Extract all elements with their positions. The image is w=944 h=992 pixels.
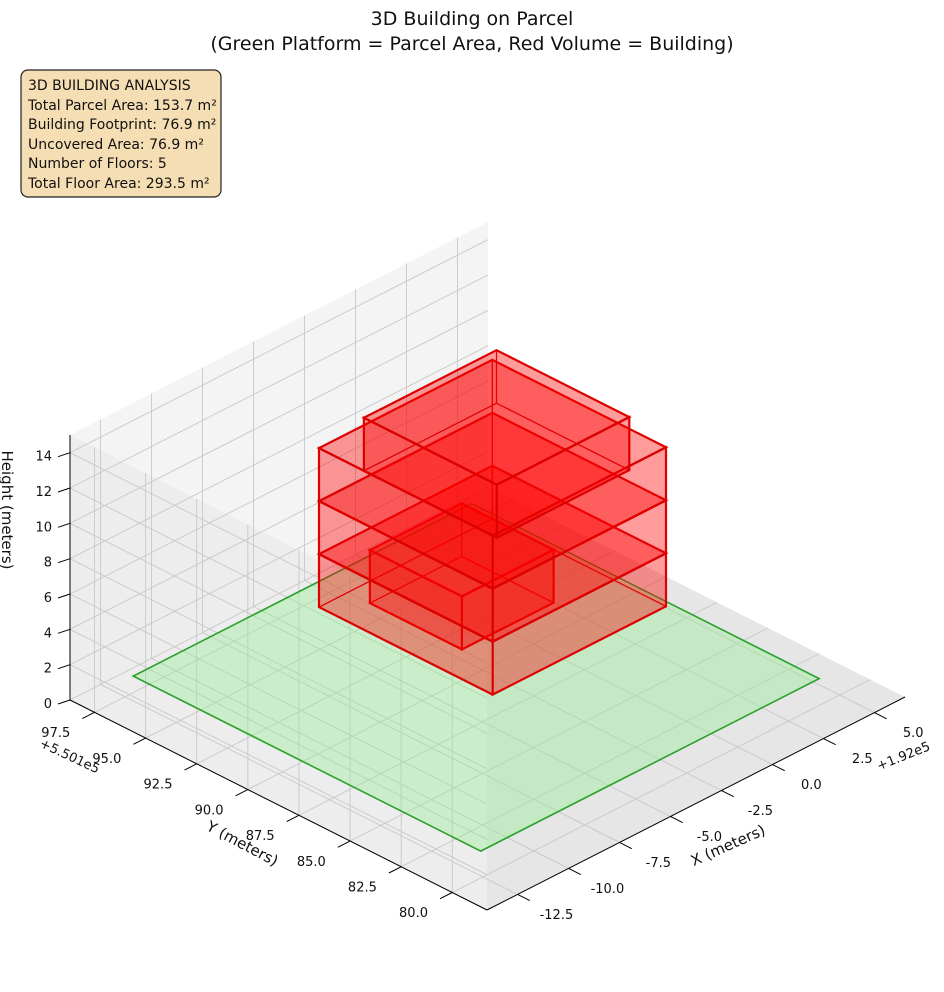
- info-parcel-area: Total Parcel Area: 153.7 m²: [27, 98, 217, 114]
- x-axis-label: X (meters): [688, 821, 768, 870]
- y-tick-mark: [82, 711, 95, 720]
- x-tick-mark: [772, 764, 785, 772]
- building-volume: [316, 348, 669, 697]
- grid-line-z-wall-y: [69, 628, 488, 840]
- floor-3: [316, 411, 669, 644]
- info-total-floor-area: Total Floor Area: 293.5 m²: [27, 176, 210, 192]
- floor-5: [361, 348, 632, 540]
- y-tick-label: 97.5: [41, 726, 70, 741]
- x-axis-line: [486, 696, 906, 911]
- y-tick-label: 87.5: [246, 829, 275, 844]
- floor-outline: [362, 415, 631, 540]
- y-tick-label: 85.0: [297, 855, 326, 870]
- x-tick-label: 2.5: [852, 752, 873, 767]
- grid-line-z-wall-x: [69, 239, 489, 454]
- z-tick-mark: [57, 628, 71, 634]
- x-offset-label: +1.92e5: [875, 739, 933, 774]
- y-tick-mark: [388, 866, 402, 874]
- y-tick-label: 90.0: [195, 803, 224, 818]
- x-tick-label: -7.5: [646, 856, 671, 871]
- x-tick-mark: [721, 790, 734, 798]
- z-tick-label: 14: [35, 450, 52, 465]
- x-tick-label: -5.0: [697, 830, 722, 845]
- y-tick-mark: [184, 763, 197, 771]
- y-tick-label: 80.0: [399, 906, 428, 921]
- grid-line-z-wall-y: [69, 593, 488, 805]
- x-tick-label: -12.5: [540, 908, 574, 923]
- grid-line-x-floor: [100, 684, 518, 895]
- y-tick-mark: [439, 892, 453, 900]
- z-tick-label: 10: [35, 520, 52, 535]
- grid-line-x-floor: [304, 580, 722, 791]
- grid-line-x-floor: [202, 632, 620, 843]
- grid-line-y-floor: [452, 679, 871, 893]
- z-axis-label: Height (meters): [0, 451, 16, 570]
- x-tick-label: 5.0: [903, 726, 924, 741]
- info-uncovered-area: Uncovered Area: 76.9 m²: [28, 137, 204, 153]
- x-tick-mark: [619, 842, 633, 850]
- z-tick-label: 4: [44, 626, 52, 641]
- z-tick-mark: [57, 452, 71, 458]
- x-tick-mark: [568, 867, 582, 876]
- z-tick-label: 12: [35, 485, 52, 500]
- z-tick-mark: [57, 699, 71, 705]
- z-tick-mark: [57, 664, 71, 670]
- chart-title: 3D Building on Parcel: [371, 8, 574, 30]
- grid-line-z-wall-y: [69, 558, 488, 770]
- grid-line-z-wall-y: [69, 664, 488, 876]
- y-tick-label: 82.5: [348, 881, 377, 896]
- floor-4: [316, 358, 669, 591]
- floor-outline: [317, 498, 668, 644]
- grid-line-z-wall-y: [69, 522, 488, 734]
- floor-outline: [317, 445, 668, 591]
- axes: -12.5 -10.0 -7.5 -5.0 -2.5 0.0 2.5 5.0 80.0 82.5 8…: [35, 435, 924, 923]
- grid-line-x-floor: [355, 554, 773, 765]
- floor-outline: [317, 551, 668, 697]
- z-tick-mark: [57, 593, 71, 599]
- parcel-polygon: [131, 502, 821, 852]
- y-tick-mark: [337, 840, 351, 848]
- grid-line-x-floor: [151, 658, 569, 869]
- y-axis-line: [69, 699, 488, 911]
- z-tick-label: 2: [44, 662, 52, 677]
- z-tick-label: 6: [44, 591, 52, 606]
- chart-subtitle: (Green Platform = Parcel Area, Red Volum…: [210, 33, 733, 55]
- x-tick-mark: [874, 712, 887, 720]
- floor-top-outline: [361, 348, 632, 486]
- grid-line-z-wall-x: [69, 274, 489, 489]
- x-tick-label: -2.5: [748, 804, 773, 819]
- y-tick-label: 95.0: [92, 752, 121, 767]
- x-tick-label: 0.0: [801, 778, 822, 793]
- z-tick-mark: [57, 522, 71, 528]
- y-tick-label: 92.5: [144, 778, 173, 793]
- z-tick-mark: [57, 487, 71, 493]
- axis-panes: [70, 222, 905, 910]
- info-building-footprint: Building Footprint: 76.9 m²: [28, 117, 216, 133]
- y-tick-mark: [235, 789, 249, 797]
- floor-1: [367, 502, 557, 652]
- x-tick-mark: [823, 738, 836, 746]
- info-box-title: 3D BUILDING ANALYSIS: [28, 78, 191, 94]
- z-tick-mark: [57, 558, 71, 564]
- grid-line-x-floor: [457, 502, 875, 713]
- info-box: 3D BUILDING ANALYSIS Total Parcel Area: …: [20, 69, 222, 198]
- x-tick-mark: [517, 893, 531, 902]
- grid-line-x-floor: [253, 606, 671, 817]
- info-box-background: [20, 69, 222, 198]
- z-tick-label: 0: [44, 697, 52, 712]
- back-pane-y: [70, 435, 487, 910]
- grid-lines: [69, 237, 875, 911]
- info-number-of-floors: Number of Floors: 5: [28, 156, 167, 172]
- grid-line-z-wall-y: [69, 487, 488, 699]
- x-tick-mark: [670, 816, 684, 824]
- parcel-platform: [131, 502, 821, 852]
- y-tick-mark: [286, 814, 300, 822]
- y-tick-mark: [133, 737, 146, 745]
- z-tick-label: 8: [44, 556, 52, 571]
- x-tick-label: -10.0: [591, 882, 625, 897]
